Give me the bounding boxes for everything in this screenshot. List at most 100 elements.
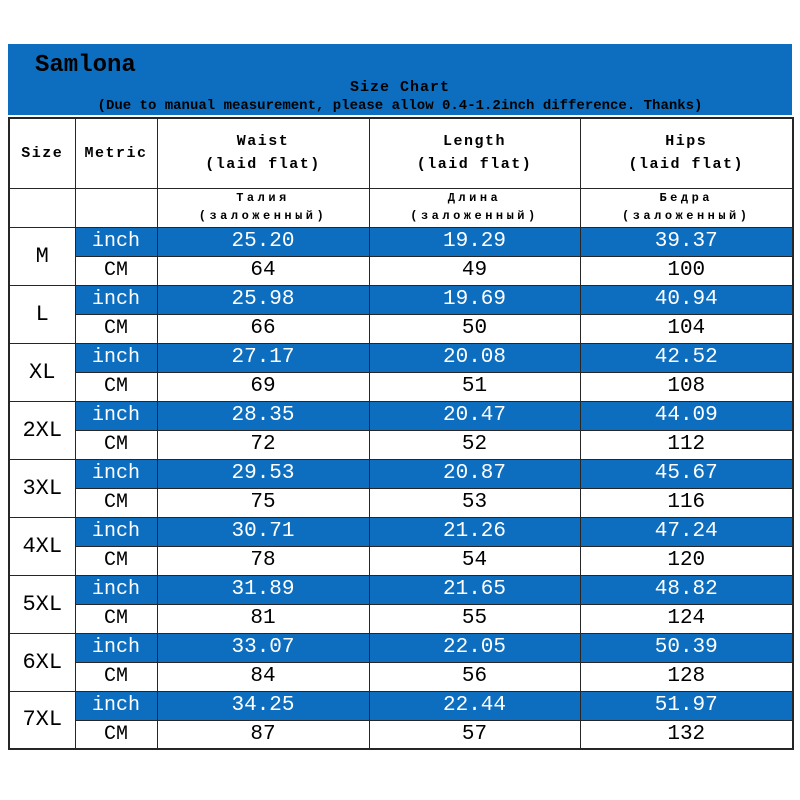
waist-value: 75 — [156, 487, 370, 518]
waist-value: 29.53 — [156, 458, 370, 489]
column-header-waist-label: Waist — [236, 133, 290, 150]
hips-ru-label: Бедра — [659, 191, 713, 206]
metric-label-cm: CM — [74, 429, 158, 460]
hips-value: 39.37 — [579, 226, 794, 257]
size-label: M — [8, 226, 76, 286]
waist-value: 69 — [156, 371, 370, 402]
header-banner: Samlona Size Chart (Due to manual measur… — [8, 44, 792, 115]
length-value: 19.69 — [368, 284, 581, 315]
length-value: 52 — [368, 429, 581, 460]
length-value: 49 — [368, 255, 581, 286]
column-header-hips-label: Hips — [665, 133, 708, 150]
column-header-hips-ru: Бедра (заложенный) — [579, 187, 794, 228]
length-value: 57 — [368, 719, 581, 750]
length-value: 51 — [368, 371, 581, 402]
length-value: 54 — [368, 545, 581, 576]
length-value: 21.65 — [368, 574, 581, 605]
hips-value: 100 — [579, 255, 794, 286]
waist-value: 84 — [156, 661, 370, 692]
metric-label-inch: inch — [74, 516, 158, 547]
column-header-size-label: Size — [21, 144, 64, 162]
waist-ru-sublabel: (заложенный) — [198, 208, 328, 223]
waist-value: 25.20 — [156, 226, 370, 257]
waist-value: 64 — [156, 255, 370, 286]
column-header-metric-label: Metric — [84, 144, 148, 162]
table-row-cm: CM 87 57 132 — [9, 719, 794, 750]
hips-value: 40.94 — [579, 284, 794, 315]
length-value: 53 — [368, 487, 581, 518]
hips-value: 128 — [579, 661, 794, 692]
table-row-cm: CM 84 56 128 — [9, 661, 794, 692]
waist-value: 28.35 — [156, 400, 370, 431]
hips-value: 50.39 — [579, 632, 794, 663]
waist-value: 66 — [156, 313, 370, 344]
column-header-length: Length (laid flat) — [368, 117, 581, 189]
size-label: 4XL — [8, 516, 76, 576]
table-row-cm: CM 64 49 100 — [9, 255, 794, 286]
size-label: XL — [8, 342, 76, 402]
table-row-inch: 4XL inch 30.71 21.26 47.24 — [8, 516, 794, 576]
metric-label-inch: inch — [74, 574, 158, 605]
metric-label-cm: CM — [74, 371, 158, 402]
waist-value: 27.17 — [156, 342, 370, 373]
length-ru-label: Длина — [447, 191, 502, 206]
length-value: 20.47 — [368, 400, 581, 431]
table-row-inch: 2XL inch 28.35 20.47 44.09 — [8, 400, 794, 460]
waist-value: 25.98 — [156, 284, 370, 315]
length-value: 55 — [368, 603, 581, 634]
metric-label-inch: inch — [74, 284, 158, 315]
metric-label-cm: CM — [74, 719, 158, 750]
length-value: 22.05 — [368, 632, 581, 663]
column-header-hips-sublabel: (laid flat) — [628, 156, 745, 174]
table-row-inch: M inch 25.20 19.29 39.37 — [8, 226, 794, 286]
waist-value: 31.89 — [156, 574, 370, 605]
column-header-size: Size — [8, 117, 76, 189]
waist-value: 33.07 — [156, 632, 370, 663]
header-row-ru: Талия (заложенный) Длина (заложенный) Бе… — [8, 187, 794, 228]
length-value: 21.26 — [368, 516, 581, 547]
metric-label-inch: inch — [74, 226, 158, 257]
metric-label-inch: inch — [74, 458, 158, 489]
hips-value: 42.52 — [579, 342, 794, 373]
hips-value: 108 — [579, 371, 794, 402]
table-row-inch: L inch 25.98 19.69 40.94 — [8, 284, 794, 344]
waist-value: 34.25 — [156, 690, 370, 721]
header-spacer-cell — [8, 187, 76, 228]
length-value: 20.87 — [368, 458, 581, 489]
table-row-cm: CM 78 54 120 — [9, 545, 794, 576]
waist-value: 72 — [156, 429, 370, 460]
hips-value: 45.67 — [579, 458, 794, 489]
size-label: 5XL — [8, 574, 76, 634]
metric-label-inch: inch — [74, 342, 158, 373]
size-label: 2XL — [8, 400, 76, 460]
hips-value: 112 — [579, 429, 794, 460]
column-header-length-sublabel: (laid flat) — [416, 156, 533, 174]
table-row-inch: 5XL inch 31.89 21.65 48.82 — [8, 574, 794, 634]
measurement-note: (Due to manual measurement, please allow… — [97, 98, 703, 114]
table-row-cm: CM 66 50 104 — [9, 313, 794, 344]
size-label: 3XL — [8, 458, 76, 518]
length-value: 50 — [368, 313, 581, 344]
column-header-waist-sublabel: (laid flat) — [205, 156, 321, 174]
size-label: L — [8, 284, 76, 344]
hips-value: 48.82 — [579, 574, 794, 605]
table-row-cm: CM 81 55 124 — [9, 603, 794, 634]
column-header-waist-ru: Талия (заложенный) — [156, 187, 370, 228]
table-row-cm: CM 69 51 108 — [9, 371, 794, 402]
waist-value: 78 — [156, 545, 370, 576]
metric-label-cm: CM — [74, 603, 158, 634]
header-spacer-cell — [74, 187, 158, 228]
hips-value: 120 — [579, 545, 794, 576]
waist-ru-label: Талия — [236, 191, 290, 206]
size-chart-table: Size Metric Waist (laid flat) Length (la… — [8, 117, 794, 750]
header-row-en: Size Metric Waist (laid flat) Length (la… — [8, 117, 794, 189]
column-header-waist: Waist (laid flat) — [156, 117, 370, 189]
waist-value: 87 — [156, 719, 370, 750]
table-row-inch: 6XL inch 33.07 22.05 50.39 — [8, 632, 794, 692]
hips-ru-sublabel: (заложенный) — [622, 208, 751, 223]
hips-value: 51.97 — [579, 690, 794, 721]
metric-label-cm: CM — [74, 545, 158, 576]
brand-name: Samlona — [35, 52, 136, 79]
metric-label-cm: CM — [74, 487, 158, 518]
hips-value: 132 — [579, 719, 794, 750]
